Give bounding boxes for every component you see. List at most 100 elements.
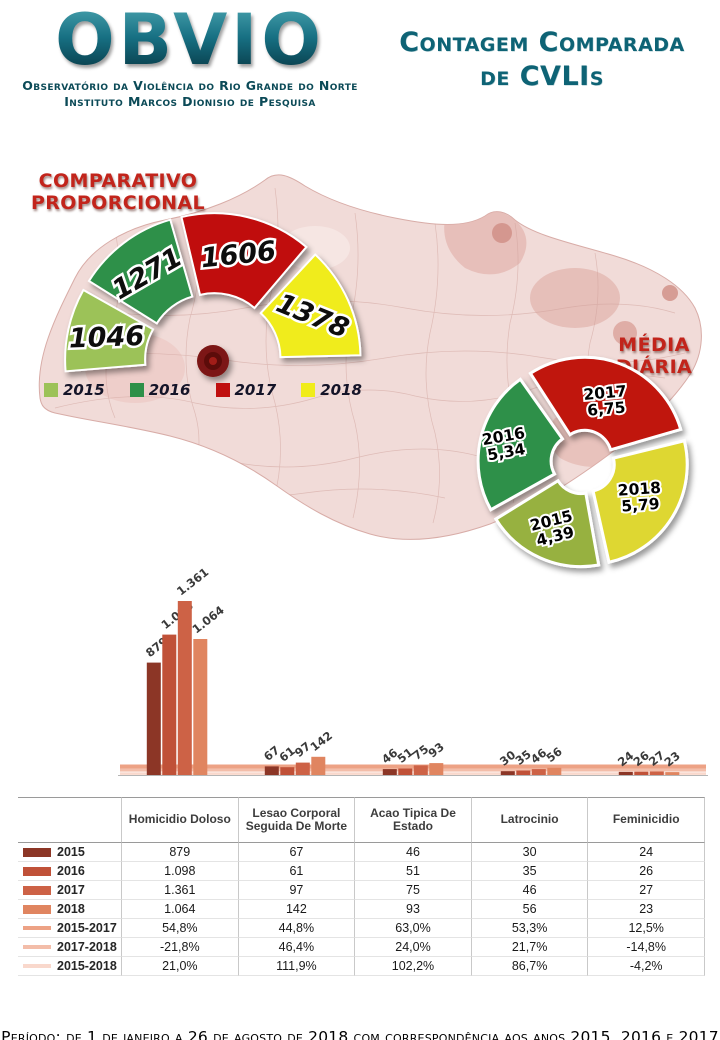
gauge-arc	[64, 288, 155, 373]
bar-2018-4	[665, 772, 680, 775]
org-name-line1: Observatório da Violência do Rio Grande …	[22, 77, 358, 93]
cell-2018-3: 56	[471, 900, 589, 919]
cell-2016-4: 26	[588, 862, 705, 881]
cell-2017-1: 97	[238, 881, 356, 900]
gauge-title-line2: Proporcional	[30, 192, 206, 215]
bar-2017-1	[295, 762, 310, 775]
obvio-logo-text: OBVIO	[55, 0, 325, 81]
gauge-hub-dot	[209, 357, 217, 365]
pct-line-2017-2018	[120, 768, 706, 772]
row-swatch-2015	[23, 847, 51, 857]
cell-2016-0: 1.098	[122, 862, 239, 881]
legend-swatch-2015	[44, 383, 58, 397]
cell-2015-2: 46	[355, 843, 472, 862]
legend-swatch-2018	[301, 383, 316, 397]
row-swatch-2015-2018	[23, 964, 51, 968]
donut-arc	[528, 355, 683, 452]
bar-2015-1	[264, 766, 279, 775]
page-title-line1: Contagem Comparada	[399, 27, 685, 58]
row-label-2015: 2015	[18, 843, 122, 862]
row-label-text: 2015-2018	[57, 959, 117, 973]
row-label-2016: 2016	[18, 862, 122, 881]
cell-2015-2017-3: 53,3%	[471, 919, 589, 938]
gauge-segment-2018: 1378	[259, 253, 362, 359]
row-swatch-2017-2018	[23, 945, 51, 949]
bar-2017-4	[649, 771, 664, 775]
cell-2018-1: 142	[238, 900, 356, 919]
gauge-title: Comparativo Proporcional	[28, 170, 208, 215]
legend-swatch-2017	[215, 383, 230, 397]
cell-2015-2018-2: 102,2%	[355, 957, 472, 976]
gauge-segment-2015: 1046	[64, 288, 155, 373]
cell-2017-4: 27	[588, 881, 705, 900]
row-label-2018: 2018	[18, 900, 122, 919]
row-label-2015-2017: 2015-2017	[18, 919, 122, 938]
bar-2015-3	[500, 771, 515, 775]
bar-2016-1	[280, 767, 295, 775]
cell-2015-2018-0: 21,0%	[122, 957, 239, 976]
legend-label: 2016	[148, 381, 191, 399]
legend-label: 2017	[234, 381, 277, 399]
cell-2017-2018-3: 21,7%	[471, 938, 589, 957]
cell-2015-1: 67	[238, 843, 356, 862]
row-label-text: 2017	[57, 883, 85, 897]
legend-item-2015: 2015	[44, 381, 105, 399]
table-header-4: Feminicidio	[588, 797, 705, 843]
pct-line-2015-2017	[120, 764, 706, 769]
cell-2015-3: 30	[471, 843, 589, 862]
org-name-line2: Instituto Marcos Dionisio de Pesquisa	[64, 94, 316, 110]
gauge-arc	[87, 218, 194, 325]
row-label-2015-2018: 2015-2018	[18, 957, 122, 976]
row-label-text: 2017-2018	[57, 940, 117, 954]
page-title-line2: de CVLIs	[480, 60, 604, 92]
legend-swatch-2016	[129, 383, 144, 397]
donut-slice-2018: 20185,79	[591, 438, 689, 564]
cell-2016-1: 61	[238, 862, 356, 881]
table-header-0: Homicidio Doloso	[122, 797, 239, 843]
bar-2018-0	[193, 639, 208, 775]
donut-arc	[476, 377, 565, 512]
legend-label: 2015	[63, 381, 105, 399]
gauge-title-line1: Comparativo	[38, 170, 198, 192]
cell-2015-2017-0: 54,8%	[122, 919, 239, 938]
cell-2015-2018-1: 111,9%	[238, 957, 356, 976]
gauge-value-2015: 1046	[68, 321, 144, 355]
gauge-segment-2017: 1606	[180, 212, 308, 310]
donut-arc	[493, 478, 601, 569]
footer: Período: de 1 de janeiro a 26 de agosto …	[0, 984, 720, 1040]
cell-2018-4: 23	[588, 900, 705, 919]
cell-2015-2017-2: 63,0%	[355, 919, 472, 938]
bar-2017-2	[413, 765, 428, 775]
legend-label: 2018	[320, 381, 362, 399]
donut-slice-2015: 20154,39	[493, 478, 601, 569]
bar-2017-0	[177, 601, 192, 775]
cell-2016-3: 35	[471, 862, 589, 881]
legend-item-2016: 2016	[129, 381, 191, 399]
page-title: Contagem Comparada de CVLIs	[372, 26, 712, 94]
footer-period: Período: de 1 de janeiro a 26 de agosto …	[1, 1028, 719, 1040]
row-label-2017: 2017	[18, 881, 122, 900]
bar-2018-1	[311, 756, 326, 775]
donut-label-2017: 20176,75	[583, 382, 629, 420]
bar-2018-2	[429, 763, 444, 775]
table-header-1: Lesao Corporal Seguida De Morte	[238, 797, 356, 843]
row-label-text: 2015	[57, 845, 85, 859]
bar-2016-2	[398, 768, 413, 775]
gauge-arc	[259, 253, 362, 359]
donut-slice-2016: 20165,34	[476, 377, 565, 512]
table-corner-cell	[18, 797, 122, 843]
cell-2017-2: 75	[355, 881, 472, 900]
donut-slice-2017: 20176,75	[528, 355, 683, 452]
cell-2017-2018-1: 46,4%	[238, 938, 356, 957]
gauge-arc	[180, 212, 308, 310]
cell-2017-2018-2: 24,0%	[355, 938, 472, 957]
cell-2017-3: 46	[471, 881, 589, 900]
table-header-2: Acao Tipica De Estado	[355, 797, 472, 843]
bar-2016-3	[516, 770, 531, 775]
bar-value-label: 1.361	[174, 565, 211, 598]
row-swatch-2018	[23, 904, 51, 914]
bar-2015-4	[618, 771, 633, 775]
cell-2015-2018-4: -4,2%	[588, 957, 705, 976]
